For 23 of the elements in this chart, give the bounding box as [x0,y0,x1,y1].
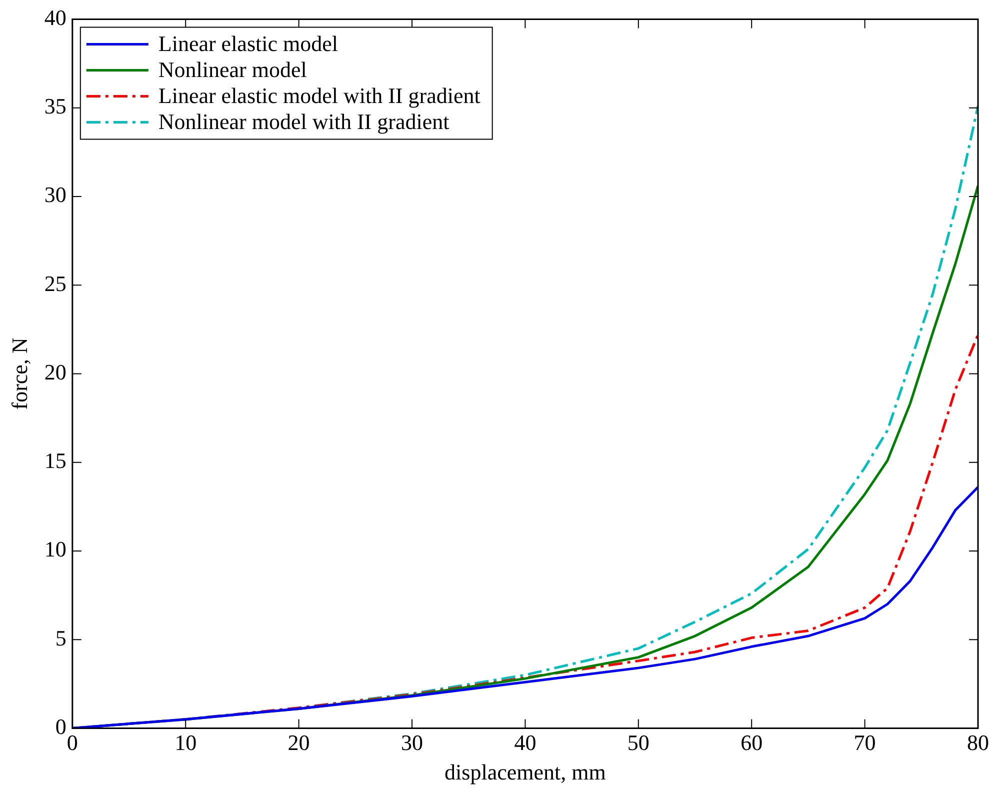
y-tick-label: 5 [55,625,66,650]
legend-label: Linear elastic model with II gradient [158,82,480,108]
y-tick-label: 10 [44,536,66,562]
y-tick-label: 30 [44,182,66,208]
y-tick-label: 25 [44,270,66,296]
x-axis-title: displacement, mm [444,760,606,785]
y-axis-title: force, N [6,338,32,410]
legend-label: Linear elastic model [158,30,338,56]
y-tick-label: 15 [44,448,66,474]
x-tick-label: 40 [514,730,536,756]
y-tick-label: 20 [44,359,66,384]
x-tick-label: 10 [174,730,197,756]
y-tick-label: 40 [44,4,66,30]
x-tick-label: 50 [627,730,650,756]
y-tick-label: 35 [44,94,66,119]
x-tick-label: 80 [967,730,989,756]
x-tick-label: 60 [740,730,763,756]
x-tick-label: 70 [854,730,876,756]
x-tick-label: 20 [288,730,310,756]
legend-label: Nonlinear model with II gradient [158,108,450,134]
x-tick-label: 30 [401,730,423,756]
legend-label: Nonlinear model [158,56,307,82]
y-tick-label: 0 [55,714,66,739]
